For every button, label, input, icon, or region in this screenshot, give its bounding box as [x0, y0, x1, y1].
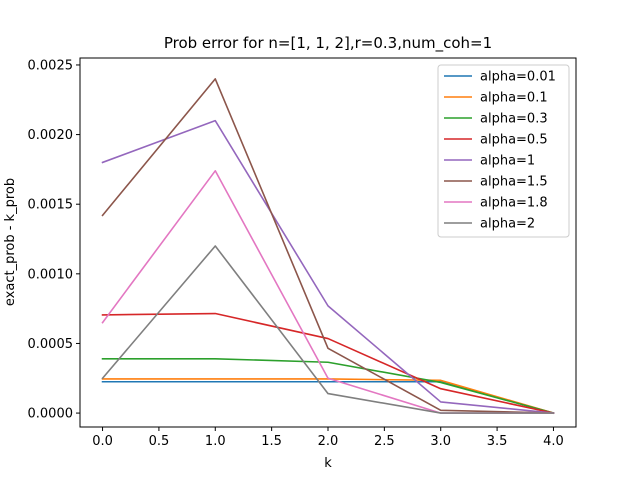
chart-title: Prob error for n=[1, 1, 2],r=0.3,num_coh… — [164, 34, 492, 53]
legend-box — [437, 64, 570, 238]
y-tick-label: 0.0000 — [28, 407, 74, 422]
y-axis: 0.0000 0.0005 0.0010 0.0015 0.0020 0.0025 — [28, 58, 80, 422]
series-line-2 — [101, 357, 555, 415]
x-tick-label: 2.0 — [318, 434, 339, 449]
legend-label-5: alpha=1.5 — [480, 175, 548, 190]
x-tick-label: 2.5 — [374, 434, 395, 449]
legend-label-6: alpha=1.8 — [480, 196, 548, 211]
x-axis: 0.0 0.5 1.0 1.5 2.0 2.5 3.0 3.5 4.0 — [92, 427, 564, 449]
y-tick-label: 0.0025 — [28, 58, 74, 73]
series-line-5 — [101, 78, 555, 414]
y-tick-label: 0.0005 — [28, 337, 74, 352]
legend-label-4: alpha=1 — [480, 154, 535, 169]
x-tick-label: 3.0 — [430, 434, 451, 449]
x-tick-label: 0.0 — [92, 434, 113, 449]
x-tick-label: 3.5 — [487, 434, 508, 449]
series-line-7 — [101, 245, 555, 414]
x-tick-label: 4.0 — [543, 434, 564, 449]
y-tick-label: 0.0010 — [28, 267, 74, 282]
x-tick-label: 0.5 — [149, 434, 170, 449]
plot-area — [101, 78, 555, 415]
series-line-4 — [101, 119, 555, 414]
x-axis-label: k — [324, 456, 332, 471]
series-line-3 — [101, 312, 555, 415]
legend-label-7: alpha=2 — [480, 217, 535, 232]
legend: alpha=0.01 alpha=0.1 alpha=0.3 alpha=0.5 alp… — [437, 64, 570, 238]
legend-label-0: alpha=0.01 — [480, 70, 556, 85]
y-axis-label: exact_prob - k_prob — [3, 178, 18, 306]
legend-label-3: alpha=0.5 — [480, 133, 548, 148]
legend-label-1: alpha=0.1 — [480, 91, 548, 106]
y-tick-label: 0.0015 — [28, 198, 74, 213]
x-tick-label: 1.5 — [261, 434, 282, 449]
legend-label-2: alpha=0.3 — [480, 112, 548, 127]
x-tick-label: 1.0 — [205, 434, 226, 449]
y-tick-label: 0.0020 — [28, 128, 74, 143]
